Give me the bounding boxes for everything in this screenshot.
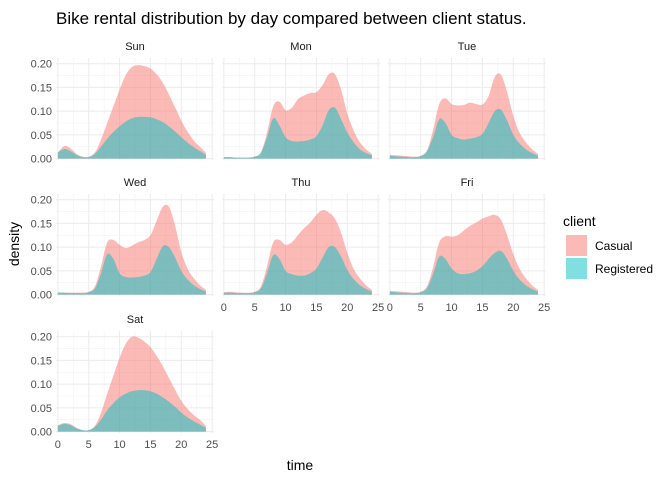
y-tick-label: 0.05 (31, 266, 52, 278)
x-axis-label: time (287, 457, 314, 473)
y-tick-label: 0.00 (31, 290, 52, 302)
x-tick-label: 25 (206, 439, 218, 451)
legend-key-casual (566, 235, 587, 256)
strip-label-thu: Thu (292, 177, 311, 189)
strip-label-wed: Wed (124, 177, 146, 189)
area-registered-sat (57, 390, 206, 432)
strip-label-mon: Mon (290, 41, 311, 53)
strip-label-fri: Fri (461, 177, 474, 189)
area-registered-sun (57, 116, 206, 159)
x-tick-label: 0 (221, 302, 227, 314)
legend-label-registered: Registered (595, 262, 653, 276)
panel-wed: Wed 0.00 0.05 0.10 0.15 0.20 (31, 177, 214, 302)
y-tick-label: 0.20 (31, 332, 52, 344)
legend-label-casual: Casual (595, 239, 632, 253)
y-tick-label: 0.10 (31, 379, 52, 391)
x-tick-label: 25 (372, 302, 384, 314)
panel-mon: Mon (222, 41, 380, 160)
legend-title: client (563, 213, 596, 229)
y-axis-label: density (6, 222, 22, 266)
y-tick-label: 0.15 (31, 355, 52, 367)
area-registered-fri (389, 250, 538, 295)
x-tick-label: 0 (55, 439, 61, 451)
y-tick-label: 0.20 (31, 195, 52, 207)
y-tick-label: 0.10 (31, 106, 52, 118)
x-tick-label: 5 (252, 302, 258, 314)
legend-key-registered (566, 258, 587, 279)
y-tick-label: 0.05 (31, 130, 52, 142)
y-tick-label: 0.15 (31, 82, 52, 94)
x-tick-label: 20 (507, 302, 519, 314)
legend: client Casual Registered (563, 213, 653, 279)
facet-panels: Sun 0.00 0.05 0.10 0.15 0.20 Mon Tue Wed 0.00 0.05… (31, 41, 551, 451)
chart-title: Bike rental distribution by day compared… (56, 9, 527, 28)
x-tick-label: 15 (476, 302, 488, 314)
strip-label-sat: Sat (127, 314, 144, 326)
y-tick-label: 0.00 (31, 427, 52, 439)
panel-thu: Thu 0 5 10 15 20 25 (221, 177, 384, 314)
x-tick-label: 15 (310, 302, 322, 314)
y-tick-label: 0.05 (31, 403, 52, 415)
x-tick-label: 10 (279, 302, 291, 314)
panel-sat: Sat 0.00 0.05 0.10 0.15 0.20 0 5 10 15 20 25 (31, 314, 219, 451)
x-tick-label: 15 (144, 439, 156, 451)
area-registered-mon (223, 107, 372, 159)
panel-sun: Sun 0.00 0.05 0.10 0.15 0.20 (31, 41, 214, 166)
x-tick-label: 25 (538, 302, 550, 314)
panel-tue: Tue (388, 41, 546, 160)
area-registered-tue (389, 108, 538, 159)
x-tick-label: 20 (175, 439, 187, 451)
y-tick-label: 0.20 (31, 59, 52, 71)
x-tick-label: 20 (341, 302, 353, 314)
y-tick-label: 0.10 (31, 242, 52, 254)
area-registered-thu (223, 245, 372, 295)
strip-label-tue: Tue (458, 41, 477, 53)
x-tick-label: 10 (113, 439, 125, 451)
x-tick-label: 5 (418, 302, 424, 314)
strip-label-sun: Sun (125, 41, 145, 53)
area-registered-wed (57, 245, 206, 295)
x-tick-label: 0 (387, 302, 393, 314)
panel-fri: Fri 0 5 10 15 20 25 (387, 177, 550, 314)
y-tick-label: 0.00 (31, 154, 52, 166)
y-tick-label: 0.15 (31, 218, 52, 230)
x-tick-label: 10 (445, 302, 457, 314)
x-tick-label: 5 (86, 439, 92, 451)
